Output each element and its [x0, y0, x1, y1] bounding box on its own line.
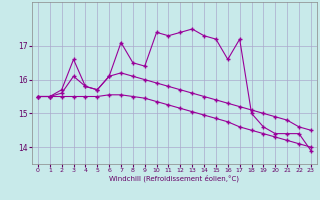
- X-axis label: Windchill (Refroidissement éolien,°C): Windchill (Refroidissement éolien,°C): [109, 175, 239, 182]
